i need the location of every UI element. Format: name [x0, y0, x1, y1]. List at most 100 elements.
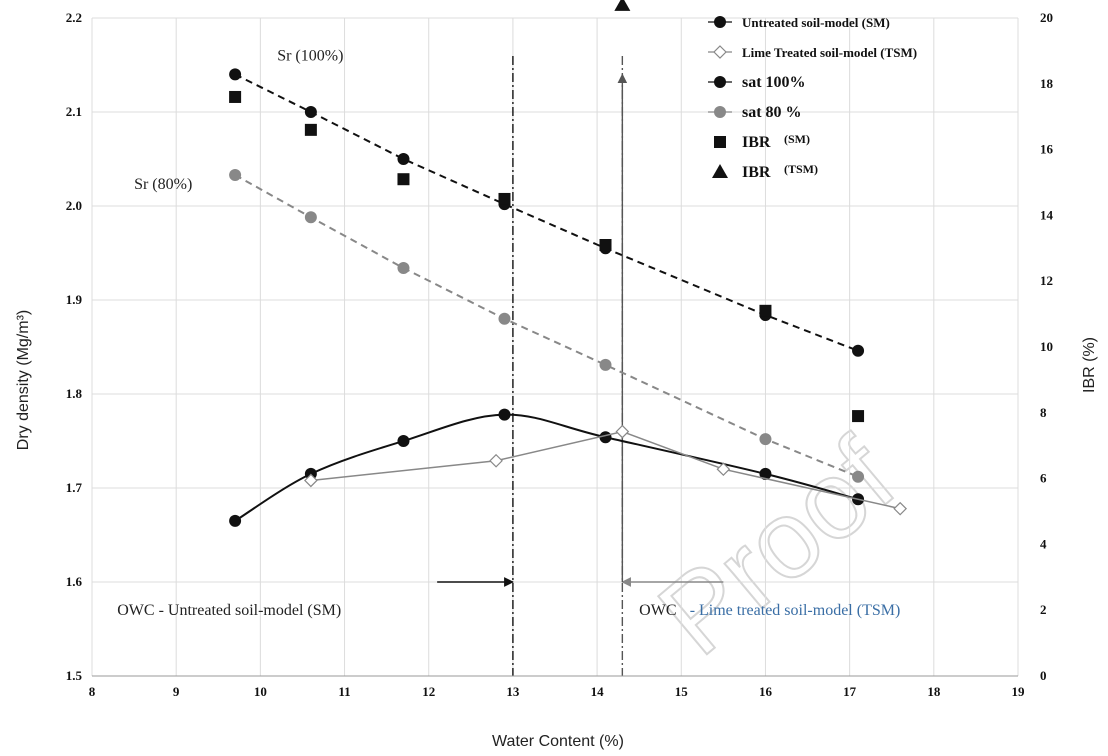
- legend-sub-label: (TSM): [784, 162, 818, 176]
- data-point: [614, 0, 631, 11]
- grid: [91, 17, 1019, 677]
- data-point: [759, 433, 772, 446]
- data-point: [489, 453, 503, 468]
- annotation-sr80: Sr (80%): [134, 176, 192, 193]
- annotations: Sr (100%) Sr (80%) OWC - Untreated soil-…: [117, 47, 900, 619]
- annotation-owc-sm: OWC - Untreated soil-model (SM): [117, 602, 341, 619]
- data-point: [759, 467, 772, 480]
- data-point: [304, 211, 317, 224]
- series-layer: [229, 0, 907, 527]
- series-1: [304, 424, 907, 516]
- y-tick-label: 1.6: [66, 574, 83, 589]
- data-point: [599, 431, 612, 444]
- annotation-sr100: Sr (100%): [277, 47, 343, 64]
- data-point: [498, 192, 511, 205]
- legend-item: Untreated soil-model (SM): [708, 15, 890, 30]
- data-point: [852, 410, 865, 423]
- x-tick-label: 12: [422, 684, 435, 699]
- x-tick-label: 13: [506, 684, 520, 699]
- data-point: [304, 473, 318, 488]
- x-tick-label: 9: [173, 684, 180, 699]
- series-3: [229, 168, 865, 483]
- x-tick-label: 14: [591, 684, 605, 699]
- x-axis-title: Water Content (%): [492, 733, 624, 750]
- y2-tick-label: 8: [1040, 405, 1047, 420]
- data-point: [599, 239, 612, 252]
- y-tick-label: 2.1: [66, 104, 82, 119]
- y-tick-label: 2.2: [66, 10, 82, 25]
- legend-item: sat 100%: [708, 74, 806, 91]
- y2-tick-label: 4: [1040, 536, 1047, 551]
- legend-item: IBR (SM): [714, 132, 810, 151]
- legend-label: Untreated soil-model (SM): [742, 15, 890, 30]
- data-point: [893, 501, 907, 516]
- series-4: [229, 90, 865, 423]
- y2-tick-label: 14: [1040, 207, 1054, 222]
- legend-item: sat 80 %: [708, 104, 802, 121]
- y-tick-label: 2.0: [66, 198, 82, 213]
- legend-marker: [714, 76, 726, 88]
- x-tick-label: 17: [843, 684, 857, 699]
- data-point: [852, 344, 865, 357]
- x-tick-label: 8: [89, 684, 96, 699]
- data-point: [852, 470, 865, 483]
- annotation-owc-tsm-prefix: OWC: [639, 602, 676, 619]
- data-point: [229, 68, 242, 81]
- data-point: [304, 106, 317, 118]
- y2-tick-label: 18: [1040, 76, 1054, 91]
- data-point: [716, 462, 731, 477]
- data-point: [229, 90, 242, 103]
- series-5: [614, 0, 631, 11]
- y-tick-label: 1.7: [66, 480, 83, 495]
- legend-label: sat 80 %: [742, 104, 802, 121]
- legend-sub-label: (SM): [784, 132, 810, 146]
- y2-tick-label: 2: [1040, 602, 1047, 617]
- x-tick-label: 16: [759, 684, 773, 699]
- legend-label: IBR: [742, 164, 771, 181]
- y2-tick-label: 20: [1040, 10, 1053, 25]
- legend-label: Lime Treated soil-model (TSM): [742, 45, 917, 60]
- legend: Untreated soil-model (SM) Lime Treated so…: [708, 15, 917, 181]
- axes: 8 9 10 11 12 13 14 15 16 17 18 19 1.5 1.6 1.7 1.8 1.9 2.0…: [66, 10, 1054, 699]
- y2-tick-label: 12: [1040, 273, 1053, 288]
- legend-label: sat 100%: [742, 74, 806, 91]
- y2-tick-label: 16: [1040, 142, 1054, 157]
- legend-marker: [714, 16, 726, 28]
- y-tick-label: 1.5: [66, 668, 83, 683]
- y-tick-label: 1.8: [66, 386, 83, 401]
- legend-label: IBR: [742, 134, 771, 151]
- x-tick-label: 11: [338, 684, 350, 699]
- y-tick-label: 1.9: [66, 292, 83, 307]
- data-point: [397, 153, 410, 165]
- data-point: [615, 424, 630, 439]
- data-point: [229, 514, 242, 527]
- y2-axis-title: IBR (%): [1081, 337, 1098, 393]
- y2-tick-label: 0: [1040, 668, 1047, 683]
- legend-item: IBR (TSM): [712, 162, 818, 181]
- data-point: [599, 358, 612, 371]
- legend-marker: [713, 45, 727, 59]
- legend-item: Lime Treated soil-model (TSM): [708, 45, 917, 60]
- data-point: [229, 168, 242, 181]
- data-point: [397, 435, 410, 447]
- data-point: [498, 312, 511, 325]
- y2-tick-label: 6: [1040, 471, 1047, 486]
- x-tick-label: 19: [1012, 684, 1026, 699]
- data-point: [304, 123, 317, 136]
- x-tick-label: 10: [254, 684, 267, 699]
- x-tick-label: 18: [927, 684, 941, 699]
- y-axis-title: Dry density (Mg/m³): [15, 310, 32, 450]
- series-line: [234, 174, 859, 478]
- legend-marker: [712, 164, 728, 178]
- legend-marker: [714, 136, 726, 148]
- legend-marker: [714, 106, 726, 118]
- data-point: [759, 304, 772, 317]
- y2-tick-label: 10: [1040, 339, 1053, 354]
- data-point: [397, 173, 410, 186]
- data-point: [498, 408, 511, 421]
- x-tick-label: 15: [675, 684, 689, 699]
- data-point: [397, 262, 410, 275]
- reference-lines: [437, 56, 724, 676]
- annotation-owc-tsm-rest: - Lime treated soil-model (TSM): [690, 602, 901, 619]
